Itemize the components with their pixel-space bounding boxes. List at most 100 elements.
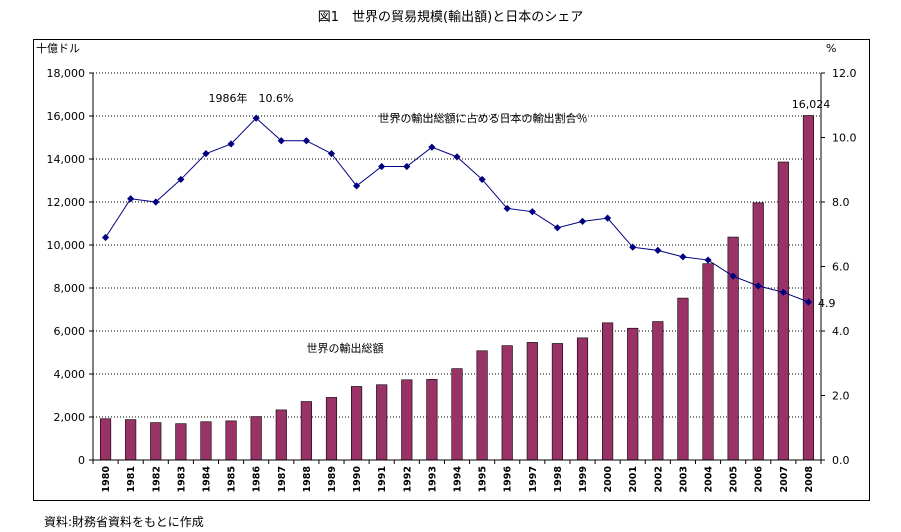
bar-1999 xyxy=(576,337,589,461)
left-tick-label: 4,000 xyxy=(54,368,86,381)
left-tick-label: 0 xyxy=(78,454,85,467)
x-tick-label: 2006 xyxy=(754,466,765,493)
x-tick-label: 1995 xyxy=(478,466,489,492)
bar-2008 xyxy=(802,115,815,461)
x-tick-label: 2008 xyxy=(804,466,815,493)
x-tick-label: 1987 xyxy=(277,466,288,492)
source-note: 資料:財務省資料をもとに作成 xyxy=(44,515,204,529)
bar-2007 xyxy=(777,161,789,461)
bar-1995 xyxy=(476,350,488,461)
share-point-1991 xyxy=(378,162,386,171)
x-tick-label: 1988 xyxy=(302,466,313,493)
right-tick-label: 0.0 xyxy=(832,454,850,467)
x-tick-label: 1981 xyxy=(126,466,137,492)
chart-title: 図1 世界の貿易規模(輸出額)と日本のシェア xyxy=(317,10,584,25)
share-point-2001 xyxy=(629,243,637,251)
left-tick-label: 18,000 xyxy=(47,67,86,80)
bar-series-label: 世界の輸出総額 xyxy=(307,341,384,355)
x-tick-label: 1999 xyxy=(578,466,589,492)
bar-1981 xyxy=(125,419,137,461)
share-point-2004 xyxy=(704,256,712,264)
bar-1986 xyxy=(250,416,262,461)
bar-1998 xyxy=(551,343,563,461)
bar-1996 xyxy=(501,345,513,461)
left-tick-label: 14,000 xyxy=(47,153,86,166)
x-tick-label: 2001 xyxy=(628,466,639,492)
share-point-2003 xyxy=(679,253,687,261)
x-tick-label: 1997 xyxy=(528,466,539,492)
bar-1983 xyxy=(175,423,187,461)
right-axis-unit: % xyxy=(826,42,836,55)
share-line xyxy=(101,114,813,306)
x-tick-label: 1996 xyxy=(503,466,514,493)
share-point-1994 xyxy=(453,153,461,161)
share-point-1988 xyxy=(302,137,310,145)
x-tick-label: 1982 xyxy=(151,466,162,492)
share-point-1985 xyxy=(227,140,235,148)
share-point-1992 xyxy=(403,162,411,171)
bar-2003 xyxy=(677,297,689,461)
share-point-1987 xyxy=(277,137,285,145)
x-tick-label: 1989 xyxy=(327,466,338,492)
share-point-1983 xyxy=(177,175,185,184)
x-tick-label: 2004 xyxy=(704,466,715,493)
x-tick-label: 2003 xyxy=(678,466,689,492)
x-tick-label: 1990 xyxy=(352,466,363,493)
share-point-1989 xyxy=(327,150,336,158)
share-point-1980 xyxy=(101,233,110,242)
bar-1993 xyxy=(426,379,438,461)
share-point-1993 xyxy=(428,143,436,151)
left-tick-label: 2,000 xyxy=(54,411,86,424)
bar-2002 xyxy=(652,321,664,461)
bars xyxy=(99,115,815,461)
peak-label: 1986年 10.6% xyxy=(209,91,294,105)
right-tick-label: 6.0 xyxy=(832,261,850,274)
labels: 1986年 10.6% 4.9 16,024 世界の輸出総額に占める日本の輸出割合％ 世… xyxy=(209,91,836,355)
x-tick-label: 1985 xyxy=(227,466,238,492)
share-point-1986 xyxy=(252,114,260,122)
share-point-2000 xyxy=(604,214,612,222)
share-point-2005 xyxy=(729,272,737,280)
share-point-1997 xyxy=(528,208,536,216)
bar-1994 xyxy=(451,368,463,461)
x-tick-label: 1998 xyxy=(553,466,564,493)
right-tick-label: 2.0 xyxy=(832,390,850,403)
left-axis-unit: 十億ドル xyxy=(36,41,80,55)
share-point-1995 xyxy=(478,175,486,184)
left-tick-label: 10,000 xyxy=(47,239,86,252)
share-point-1999 xyxy=(578,217,587,225)
bar-2004 xyxy=(702,263,714,461)
left-tick-label: 6,000 xyxy=(54,325,86,338)
bar-1982 xyxy=(150,422,162,461)
bar-2000 xyxy=(602,322,614,461)
share-point-1998 xyxy=(553,224,562,232)
left-tick-label: 16,000 xyxy=(47,110,86,123)
x-tick-label: 2005 xyxy=(729,466,740,492)
share-point-1990 xyxy=(352,182,361,190)
left-tick-label: 8,000 xyxy=(54,282,86,295)
bar-1997 xyxy=(526,342,538,461)
share-point-1981 xyxy=(127,195,135,203)
x-tick-label: 1984 xyxy=(201,466,212,493)
x-tick-label: 1980 xyxy=(101,466,112,493)
right-tick-label: 12.0 xyxy=(832,67,857,80)
bar-1984 xyxy=(200,421,212,461)
last-share-label: 4.9 xyxy=(818,297,836,310)
x-tick-label: 1983 xyxy=(176,466,187,492)
x-tick-label: 1993 xyxy=(427,466,438,492)
x-tick-label: 1992 xyxy=(402,466,413,492)
share-point-1984 xyxy=(202,150,210,158)
last-value-label: 16,024 xyxy=(792,98,831,111)
share-point-2006 xyxy=(754,282,762,290)
bar-1985 xyxy=(225,420,237,461)
x-tick-label: 1991 xyxy=(377,466,388,492)
share-point-2002 xyxy=(654,246,662,254)
right-tick-label: 10.0 xyxy=(832,132,857,145)
right-tick-label: 4.0 xyxy=(832,325,850,338)
bar-1988 xyxy=(300,401,312,461)
right-tick-label: 8.0 xyxy=(832,196,850,209)
bar-1991 xyxy=(376,384,388,461)
bar-1980 xyxy=(99,418,112,461)
x-tick-label: 2007 xyxy=(779,466,790,492)
x-tick-label: 2002 xyxy=(653,466,664,492)
